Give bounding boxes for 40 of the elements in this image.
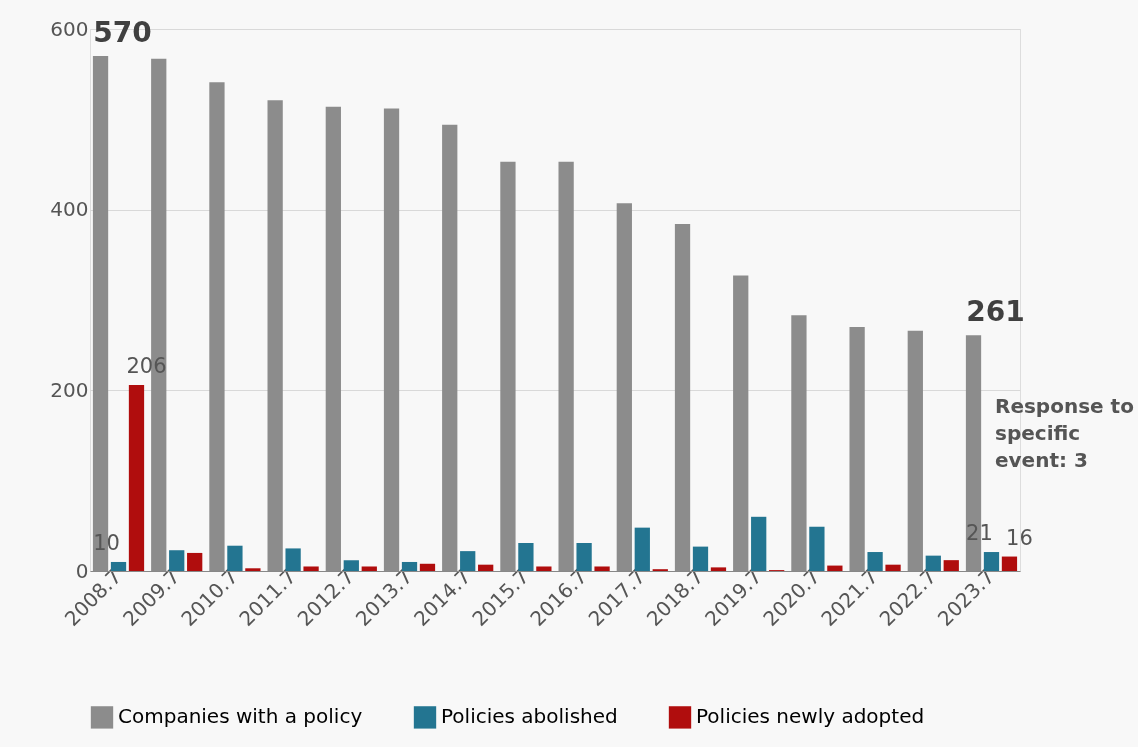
bar [110,561,127,571]
bar [478,564,494,571]
bar [710,567,727,571]
data-label: 16 [1006,525,1033,550]
y-tick-label: 600 [50,16,89,41]
bar [187,552,203,571]
bar [634,527,650,571]
bar [343,560,359,571]
annotation: Response to specific event: 3 [995,394,1134,472]
bar [827,565,843,571]
bar [692,546,709,571]
bar [925,555,941,571]
bar [401,561,418,571]
bar [285,548,301,571]
bar [361,566,377,571]
bar [576,543,592,571]
bar [245,568,261,571]
bar [169,550,185,571]
bar [867,552,883,571]
bar [518,543,534,571]
bar [809,526,825,571]
bar [460,551,476,571]
legend-label: Companies with a policy [118,704,363,729]
legend-label: Policies abolished [441,704,618,729]
bar [227,545,243,571]
bar [536,566,552,571]
y-tick-label: 400 [50,197,89,222]
bar [885,564,901,571]
bar [419,563,436,571]
data-label: 261 [966,295,1025,329]
bar [128,384,145,571]
y-tick-label: 200 [50,377,89,402]
bar [751,516,767,571]
bar [983,552,1000,571]
bar [1001,556,1018,571]
data-label: 570 [93,16,152,50]
legend-label: Policies newly adopted [696,704,925,729]
bar [943,560,959,571]
bar [594,566,610,571]
bar [303,566,319,571]
